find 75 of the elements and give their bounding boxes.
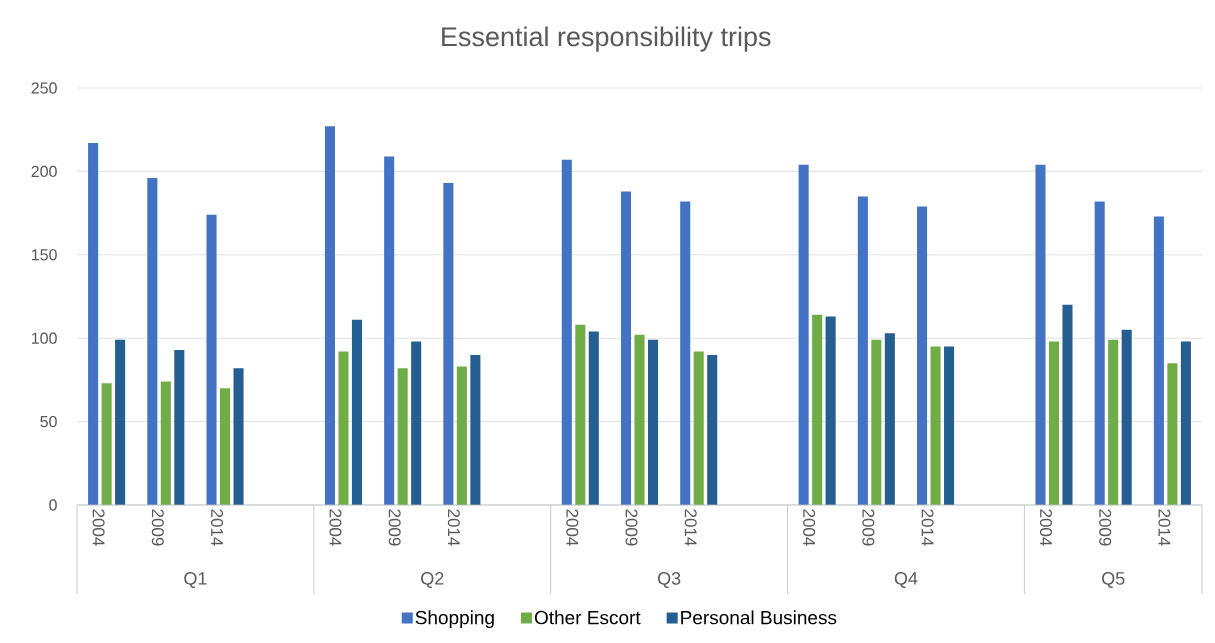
- text: Q5: [1102, 572, 1125, 588]
- bar: [351, 319, 362, 505]
- legend-label: Other Escort: [534, 610, 641, 625]
- bar: [857, 196, 868, 505]
- bar: [1167, 363, 1178, 505]
- bar: [1108, 339, 1119, 505]
- bar: [101, 383, 112, 505]
- bar: [884, 333, 895, 505]
- bar: [871, 339, 882, 505]
- x-tick-label: 2004: [803, 509, 816, 546]
- x-tick-label: 2009: [1099, 509, 1112, 546]
- bar: [1094, 201, 1105, 505]
- bar: [1048, 341, 1060, 505]
- bar: [115, 339, 126, 505]
- bar: [206, 214, 217, 505]
- bar: [588, 331, 599, 505]
- text: Q1: [184, 572, 207, 588]
- bar: [443, 183, 454, 505]
- bar: [220, 388, 231, 505]
- text: Q4: [894, 572, 918, 588]
- bar: [1153, 216, 1164, 505]
- y-tick-label: 0: [49, 499, 57, 511]
- bar: [575, 324, 586, 505]
- y-tick-label: 50: [40, 415, 57, 428]
- legend-label: Personal Business: [681, 610, 837, 625]
- bar: [634, 334, 645, 505]
- text: Q2: [421, 572, 444, 588]
- bar: [384, 156, 395, 505]
- bar: [1062, 304, 1073, 505]
- y-tick-label: 100: [32, 332, 57, 344]
- x-tick-label: 2004: [566, 509, 579, 546]
- bar: [1180, 341, 1191, 505]
- chart-title: Essential responsibility trips: [442, 26, 771, 52]
- bar: [693, 351, 704, 505]
- bar: [1035, 164, 1046, 505]
- bar: [707, 354, 718, 505]
- bar: [174, 349, 185, 505]
- bar: [798, 164, 809, 505]
- bar: [1121, 329, 1132, 505]
- bar: [233, 368, 244, 505]
- bar: [825, 316, 836, 505]
- x-tick-label: 2014: [684, 509, 697, 546]
- bar: [397, 368, 408, 505]
- bar: [917, 206, 928, 505]
- bar: [456, 366, 467, 505]
- x-tick-label: 2014: [447, 509, 460, 546]
- bar: [147, 178, 158, 505]
- x-tick-label: 2004: [92, 509, 105, 546]
- x-tick-label: 2009: [625, 509, 638, 546]
- bar: [812, 314, 823, 505]
- bar: [944, 346, 955, 505]
- bar: [620, 191, 632, 505]
- bar: [88, 143, 99, 505]
- bar: [680, 201, 691, 505]
- bar: [160, 381, 171, 505]
- text: Q3: [657, 572, 681, 588]
- bar: [930, 346, 941, 505]
- x-tick-label: 2004: [329, 509, 342, 546]
- bar: [338, 351, 349, 505]
- y-tick-label: 200: [31, 165, 57, 178]
- x-tick-label: 2014: [1158, 509, 1171, 546]
- legend-label: Shopping: [415, 610, 494, 629]
- x-tick-label: 2009: [151, 509, 164, 546]
- bar: [324, 126, 335, 505]
- x-tick-label: 2009: [388, 509, 401, 546]
- x-tick-label: 2014: [921, 509, 934, 546]
- x-tick-label: 2004: [1039, 509, 1052, 546]
- bar: [470, 354, 481, 505]
- y-tick-label: 150: [32, 249, 57, 261]
- bar: [647, 339, 659, 505]
- bar: [561, 159, 572, 505]
- x-tick-label: 2009: [862, 509, 875, 546]
- y-tick-label: 250: [31, 82, 57, 94]
- x-tick-label: 2014: [211, 509, 224, 546]
- bar: [411, 341, 422, 505]
